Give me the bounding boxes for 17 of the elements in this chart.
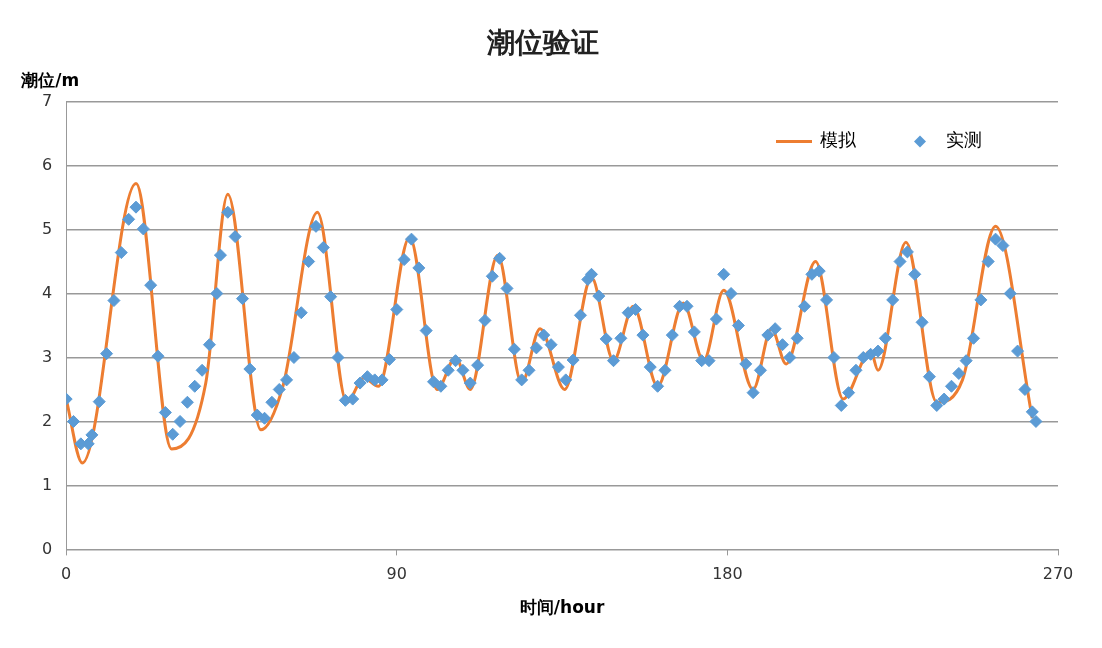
x-tick-label: 0 (61, 564, 72, 584)
y-tick-label: 6 (41, 154, 53, 174)
y-tick-label: 4 (41, 282, 53, 302)
legend-label: 模拟 (820, 129, 857, 151)
y-tick-label: 7 (41, 90, 53, 110)
x-tick-label: 90 (386, 564, 407, 584)
y-tick-label: 5 (41, 218, 53, 238)
chart-title: 潮位验证 (486, 26, 599, 60)
x-axis-title: 时间/hour (519, 597, 605, 618)
x-tick-label: 180 (712, 564, 743, 584)
x-tick-label: 270 (1042, 564, 1074, 584)
y-tick-label: 1 (41, 474, 53, 494)
y-axis-title: 潮位/m (20, 69, 80, 90)
y-tick-label: 3 (41, 346, 53, 366)
y-tick-label: 0 (41, 538, 53, 558)
y-tick-label: 2 (41, 410, 53, 430)
legend-label: 实测 (946, 129, 982, 151)
